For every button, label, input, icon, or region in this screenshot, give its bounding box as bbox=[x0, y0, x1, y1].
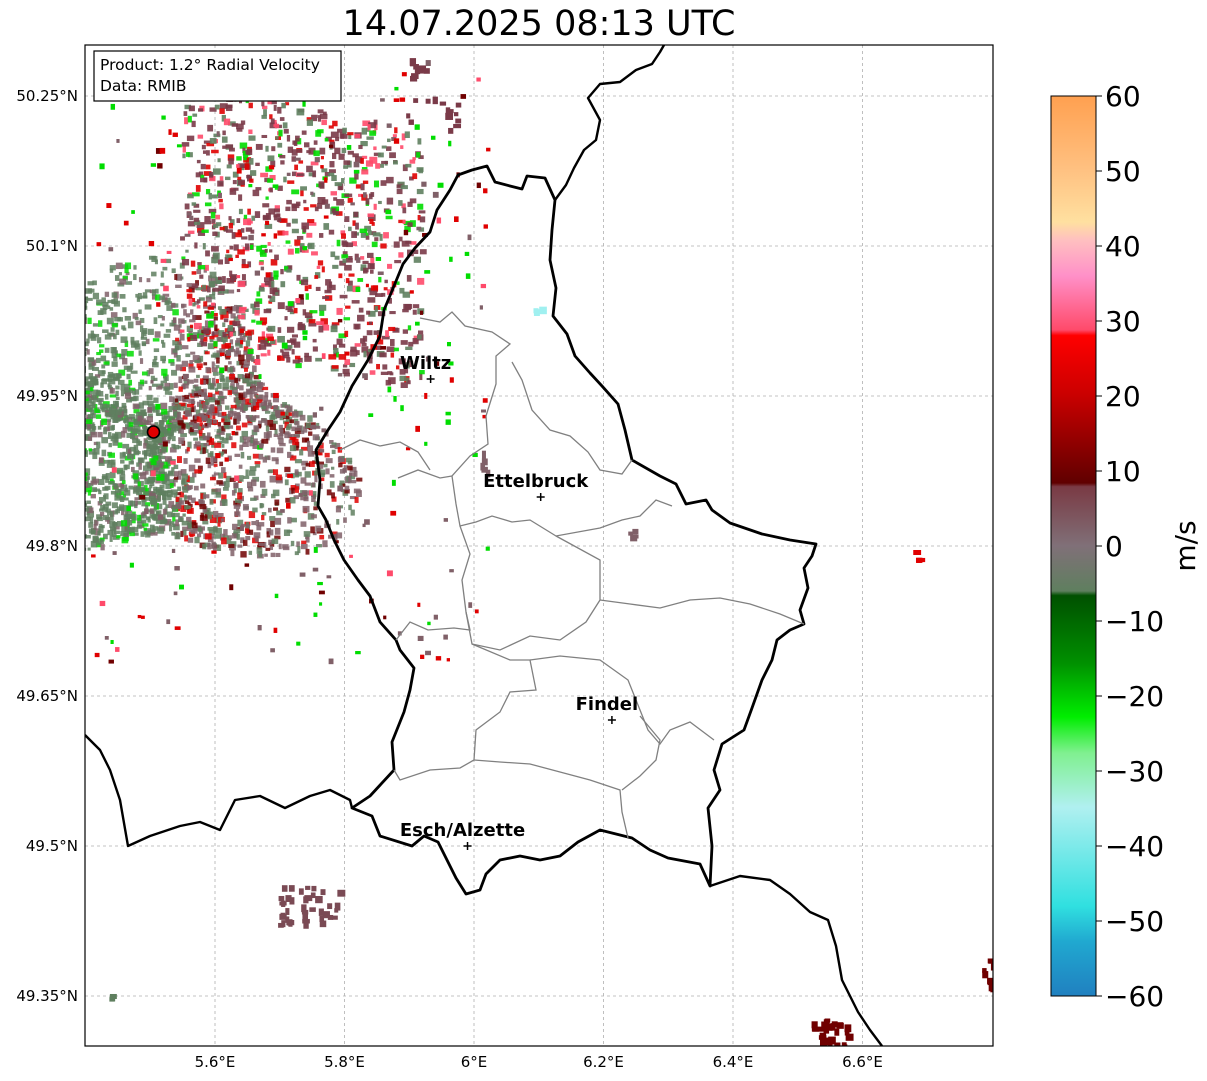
luxembourg-border bbox=[314, 164, 818, 896]
info-product: Product: 1.2° Radial Velocity bbox=[100, 56, 320, 74]
colorbar-unit-label: m/s bbox=[1169, 520, 1202, 571]
lon-tick-label: 6.2°E bbox=[583, 1053, 624, 1071]
lat-tick-label: 49.65°N bbox=[16, 687, 78, 705]
city-ettelbruck: Ettelbruck bbox=[483, 471, 589, 501]
info-box-frame bbox=[93, 50, 342, 102]
colorbar-tick-label: 50 bbox=[1105, 155, 1141, 188]
colorbar-tick-label: −60 bbox=[1105, 980, 1164, 1013]
canton-boundary bbox=[511, 361, 633, 475]
canton-boundary bbox=[393, 643, 537, 781]
colorbar: 60 50 40 30 20 10 0 −10 −20 −30 −40 −50 −60 m/s bbox=[1050, 80, 1202, 1013]
map-title: 14.07.2025 08:13 UTC bbox=[342, 4, 736, 44]
city-findel: Findel bbox=[576, 694, 639, 724]
lat-tick-label: 50.1°N bbox=[26, 237, 78, 255]
colorbar-tick-label: −30 bbox=[1105, 755, 1164, 788]
colorbar-tick-label: −50 bbox=[1105, 905, 1164, 938]
echo-cluster bbox=[811, 1018, 854, 1046]
echo-cluster bbox=[406, 96, 462, 134]
colorbar-gradient bbox=[1050, 95, 1097, 997]
city-esch-alzette: Esch/Alzette bbox=[400, 820, 525, 850]
echo-cluster bbox=[480, 450, 491, 478]
city-label: Esch/Alzette bbox=[400, 820, 525, 841]
lat-tick-label: 49.8°N bbox=[26, 537, 78, 555]
canton-boundary bbox=[621, 715, 661, 791]
country-borders bbox=[85, 45, 883, 1046]
colorbar-tick-label: 0 bbox=[1105, 530, 1123, 563]
canton-boundary bbox=[473, 759, 629, 839]
lon-tick-label: 5.6°E bbox=[195, 1053, 236, 1071]
info-data-source: Data: RMIB bbox=[100, 77, 187, 95]
canton-boundary bbox=[397, 469, 453, 479]
city-label: Wiltz bbox=[400, 353, 451, 374]
echo-cluster bbox=[982, 958, 993, 993]
germany-france-border bbox=[709, 874, 883, 1046]
lat-tick-label: 49.95°N bbox=[16, 387, 78, 405]
colorbar-tick-label: 60 bbox=[1105, 80, 1141, 113]
lon-tick-label: 6°E bbox=[461, 1053, 488, 1071]
lat-tick-label: 50.25°N bbox=[16, 87, 78, 105]
canton-boundary bbox=[339, 439, 431, 471]
lon-tick-label: 5.8°E bbox=[324, 1053, 365, 1071]
lon-tick-label: 6.6°E bbox=[842, 1053, 883, 1071]
colorbar-tick-label: 40 bbox=[1105, 230, 1141, 263]
lat-tick-label: 49.35°N bbox=[16, 987, 78, 1005]
colorbar-tick-label: −40 bbox=[1105, 830, 1164, 863]
colorbar-tick-label: −10 bbox=[1105, 605, 1164, 638]
echo-cluster bbox=[409, 58, 430, 82]
latitude-labels: 50.25°N 50.1°N 49.95°N 49.8°N 49.65°N 49.5°N 4… bbox=[16, 87, 78, 1005]
canton-boundary bbox=[419, 311, 673, 537]
city-label: Findel bbox=[576, 694, 639, 715]
lon-tick-label: 6.4°E bbox=[713, 1053, 754, 1071]
map-frame bbox=[84, 44, 994, 1047]
echo-cluster bbox=[278, 885, 346, 929]
colorbar-tick-label: 10 bbox=[1105, 455, 1141, 488]
colorbar-tick-label: 30 bbox=[1105, 305, 1141, 338]
longitude-labels: 5.6°E 5.8°E 6°E 6.2°E 6.4°E 6.6°E bbox=[195, 1053, 883, 1071]
echo-cluster bbox=[533, 306, 547, 316]
city-wiltz: Wiltz bbox=[400, 353, 451, 383]
belgium-france-border bbox=[85, 734, 354, 848]
canton-boundary bbox=[599, 597, 805, 625]
colorbar-tick-label: 20 bbox=[1105, 380, 1141, 413]
germany-belgium-border-north bbox=[554, 45, 666, 201]
info-box: Product: 1.2° Radial Velocity Data: RMIB bbox=[93, 50, 342, 102]
echo-cluster bbox=[109, 993, 117, 1002]
lat-tick-label: 49.5°N bbox=[26, 837, 78, 855]
city-markers: Wiltz Ettelbruck Findel Esch/Alzette bbox=[400, 353, 638, 850]
city-label: Ettelbruck bbox=[483, 471, 589, 492]
echo-cluster bbox=[628, 528, 639, 542]
echo-core bbox=[85, 255, 363, 559]
echo-cluster bbox=[913, 549, 926, 563]
canton-boundary bbox=[465, 535, 601, 651]
colorbar-ticks: 60 50 40 30 20 10 0 −10 −20 −30 −40 −50 −60 bbox=[1096, 80, 1164, 1013]
radar-site-marker bbox=[146, 425, 161, 439]
colorbar-tick-label: −20 bbox=[1105, 680, 1164, 713]
